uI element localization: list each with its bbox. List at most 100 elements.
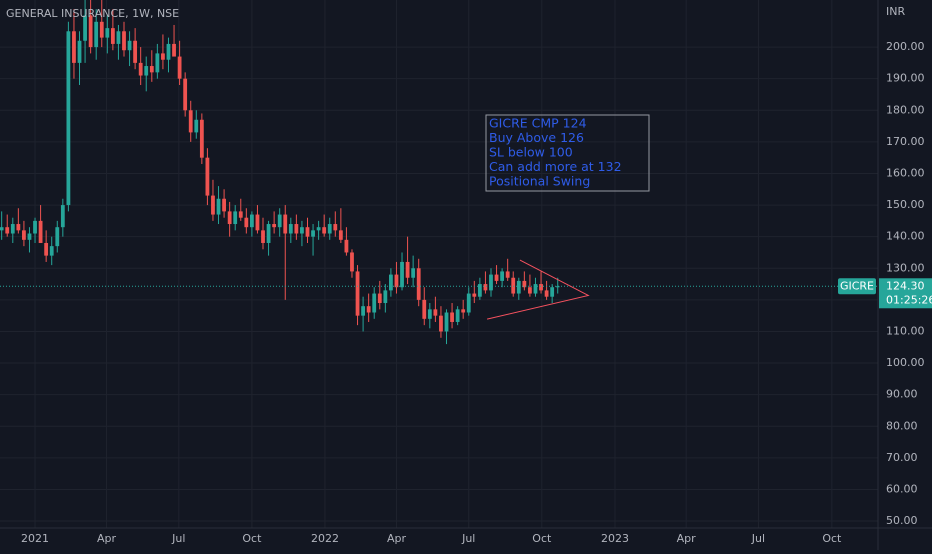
candle-body	[544, 290, 549, 297]
candle-body	[416, 268, 421, 300]
x-tick-label: Apr	[677, 532, 697, 545]
candle-body	[216, 198, 221, 215]
candle-body	[22, 230, 26, 240]
candle-body	[300, 227, 304, 234]
candle-body	[127, 40, 132, 51]
candle-body	[211, 195, 215, 215]
candle-body	[500, 271, 505, 281]
candle-body	[477, 284, 482, 297]
candle-body	[322, 227, 327, 234]
candle-body	[489, 274, 493, 291]
candle-body	[444, 312, 449, 332]
candle-body	[372, 293, 377, 313]
note-line: Positional Swing	[489, 174, 590, 189]
candle-body	[233, 211, 238, 225]
x-tick-label: Oct	[242, 532, 262, 545]
currency: INR	[886, 5, 905, 18]
candle-body	[555, 286, 560, 288]
candle-body	[77, 40, 82, 63]
x-tick-label: 2023	[601, 532, 629, 545]
candle-body	[516, 280, 521, 294]
candle-body	[72, 31, 76, 63]
candle-body	[194, 119, 199, 133]
candle-body	[455, 309, 460, 322]
candle-body	[366, 306, 371, 313]
candle-body	[222, 198, 226, 212]
candle-body	[338, 230, 343, 240]
candle-body	[38, 220, 43, 243]
candle-body	[88, 15, 93, 48]
candle-body	[483, 284, 488, 291]
candle-body	[355, 271, 360, 316]
candle-body	[44, 242, 49, 256]
candle-body	[27, 233, 32, 240]
symbol-label: GICRE	[840, 279, 874, 292]
y-tick-label: 70.00	[886, 451, 918, 464]
candle-body	[138, 62, 143, 76]
y-tick-label: 170.00	[886, 135, 925, 148]
y-tick-label: 100.00	[886, 356, 925, 369]
y-tick-label: 200.00	[886, 40, 925, 53]
trendline	[486, 259, 590, 320]
candle-body	[116, 31, 121, 44]
candle-body	[350, 252, 354, 272]
candle-body	[277, 214, 282, 228]
candle-body	[261, 230, 265, 243]
candle-body	[327, 224, 332, 234]
candle-body	[149, 66, 154, 73]
candle-body	[405, 261, 410, 278]
last-price-label: 124.30	[886, 279, 925, 292]
y-tick-label: 50.00	[886, 514, 918, 527]
symbol-tag	[838, 278, 876, 295]
x-tick-label: Jul	[751, 532, 765, 545]
x-tick-label: Jul	[171, 532, 185, 545]
candle-body	[238, 211, 243, 218]
candle-body	[5, 227, 10, 234]
candle-body	[361, 306, 365, 316]
candle-body	[183, 78, 188, 111]
x-tick-label: 2021	[21, 532, 49, 545]
candle-body	[133, 40, 138, 63]
candle-body	[511, 277, 516, 294]
candle-body	[0, 227, 4, 231]
candle-body	[105, 28, 110, 38]
candle-body	[94, 21, 99, 48]
candle-body	[244, 217, 249, 228]
chart-title: GENERAL INSURANCE, 1W, NSE	[6, 7, 179, 20]
y-tick-label: 110.00	[886, 324, 925, 337]
candle-body	[83, 15, 87, 41]
candle-body	[294, 224, 299, 234]
x-tick-label: Apr	[97, 532, 117, 545]
y-tick-label: 90.00	[886, 388, 918, 401]
y-tick-label: 150.00	[886, 198, 925, 211]
candle-body	[394, 274, 399, 288]
y-tick-label: 130.00	[886, 261, 925, 274]
candle-body	[411, 268, 416, 278]
candle-body	[539, 284, 543, 291]
candle-body	[494, 274, 499, 281]
candle-body	[188, 110, 193, 133]
candle-body	[199, 119, 204, 158]
candle-body	[177, 56, 182, 79]
note-line: SL below 100	[489, 145, 573, 160]
candle-body	[16, 224, 21, 231]
candle-body	[427, 309, 432, 319]
y-tick-label: 160.00	[886, 166, 925, 179]
candle-body	[122, 31, 126, 51]
candle-body	[550, 287, 555, 297]
candle-body	[227, 211, 232, 225]
candle-body	[288, 224, 293, 234]
note-box	[485, 114, 650, 192]
note-line: GICRE CMP 124	[489, 116, 587, 131]
x-tick-label: Oct	[822, 532, 842, 545]
candle-body	[311, 230, 315, 237]
candle-body	[161, 53, 165, 60]
y-tick-label: 60.00	[886, 482, 918, 495]
candle-body	[10, 224, 15, 234]
x-tick-label: 2022	[311, 532, 339, 545]
candle-body	[166, 43, 171, 60]
x-tick-label: Jul	[461, 532, 475, 545]
